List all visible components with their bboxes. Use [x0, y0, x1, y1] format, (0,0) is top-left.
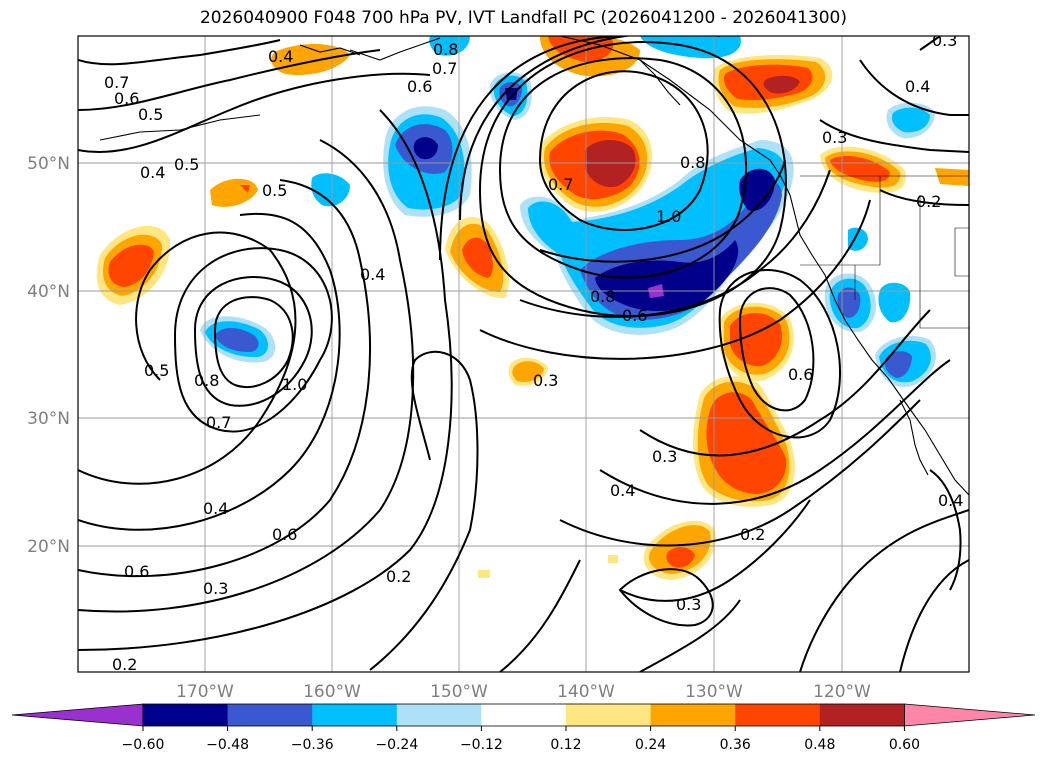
contour-label: 0.2: [916, 192, 941, 211]
colorbar-segment: [312, 704, 398, 726]
colorbar-segment: [227, 704, 313, 726]
contour-label: 0.4: [938, 491, 963, 510]
colorbar-tick-label: −0.24: [375, 737, 418, 753]
colorbar-extend-high: [904, 703, 1036, 727]
colorbar-segment: [396, 704, 482, 726]
contour-label: 0.5: [144, 361, 169, 380]
contour-label: 0.3: [822, 128, 847, 147]
contour-label: 0.3: [932, 31, 957, 50]
lon-axis-labels: 170°W 160°W 150°W 140°W 130°W 120°W: [176, 682, 871, 702]
colorbar-segment: [481, 704, 567, 726]
contour-label: 0.4: [905, 77, 930, 96]
contour-label: 0.4: [140, 163, 165, 182]
colorbar-segment: [735, 704, 821, 726]
plot-title: 2026040900 F048 700 hPa PV, IVT Landfall…: [199, 8, 847, 28]
contour-label: 0.7: [548, 175, 573, 194]
contour-label: 0.4: [203, 499, 228, 518]
contour-label: 0.6: [788, 365, 813, 384]
colorbar-tick-label: −0.12: [460, 737, 503, 753]
lat-axis-labels: 50°N 40°N 30°N 20°N: [27, 154, 70, 557]
colorbar-tick-label: −0.36: [291, 737, 334, 753]
coastlines: [99, 36, 969, 496]
colorbar-tick-label: 0.24: [635, 737, 666, 753]
contour-label: 0.4: [610, 481, 635, 500]
colorbar-segment: [819, 704, 905, 726]
contour-label: 0.5: [262, 181, 287, 200]
pv-contours: [78, 36, 969, 672]
contour-label: 0.5: [138, 105, 163, 124]
contour-label: 0.6: [272, 525, 297, 544]
contour-label: 0.6: [407, 77, 432, 96]
lon-label: 170°W: [176, 682, 234, 702]
contour-label: 1.0: [282, 375, 307, 394]
graticule: [78, 36, 969, 672]
contour-label: 1.0: [656, 207, 681, 226]
colorbar-tick-label: −0.60: [122, 737, 165, 753]
contour-label: 0.3: [676, 595, 701, 614]
lon-label: 140°W: [557, 682, 615, 702]
borders: [800, 175, 969, 329]
contour-label: 0.2: [740, 525, 765, 544]
colorbar-tick-label: 0.60: [889, 737, 920, 753]
lat-label: 20°N: [27, 537, 70, 557]
contour-label: 0.3: [652, 447, 677, 466]
map-frame: [77, 35, 970, 673]
contour-label: 0.3: [533, 371, 558, 390]
contour-label: 0.8: [433, 40, 458, 59]
colorbar-segment: [143, 704, 229, 726]
lon-label: 120°W: [813, 682, 871, 702]
colorbar-segment: [650, 704, 736, 726]
contour-label: 0.6: [114, 89, 139, 108]
colorbar-tick-label: −0.48: [206, 737, 249, 753]
map-panel: 0.4 0.8 0.7 0.6 0.7 0.6 0.5 0.4 0.5 0.5 …: [78, 31, 969, 674]
shaded-anomalies: [96, 36, 969, 580]
colorbar-segment: [566, 704, 652, 726]
colorbar-tick-label: 0.12: [550, 737, 581, 753]
colorbar-ticks: −0.60 −0.48 −0.36 −0.24 −0.12 0.12 0.24 0.36 0.4…: [122, 726, 920, 753]
contour-labels: 0.4 0.8 0.7 0.6 0.7 0.6 0.5 0.4 0.5 0.5 …: [104, 31, 963, 674]
colorbar-extend-low: [11, 703, 144, 727]
contour-label: 0.2: [386, 567, 411, 586]
colorbar: [11, 703, 1036, 727]
contour-label: 0.4: [268, 47, 293, 66]
contour-label: 0.6: [622, 306, 647, 325]
lat-label: 30°N: [27, 409, 70, 429]
contour-label: 0.8: [590, 287, 615, 306]
contour-label: 0.7: [104, 73, 129, 92]
colorbar-tick-label: 0.36: [720, 737, 751, 753]
contour-label: 0.2: [112, 655, 137, 674]
colorbar-tick-label: 0.48: [804, 737, 835, 753]
lat-label: 40°N: [27, 282, 70, 302]
contour-label: 0.7: [206, 413, 231, 432]
contour-label: 0.7: [432, 59, 457, 78]
contour-label: 0.6: [124, 562, 149, 581]
colorbar-frame: [142, 703, 905, 727]
lat-label: 50°N: [27, 154, 70, 174]
contour-label: 0.4: [360, 265, 385, 284]
lon-label: 130°W: [685, 682, 743, 702]
contour-label: 0.8: [680, 153, 705, 172]
lon-label: 150°W: [430, 682, 488, 702]
contour-label: 0.3: [203, 579, 228, 598]
lon-label: 160°W: [303, 682, 361, 702]
contour-label: 0.5: [174, 155, 199, 174]
contour-label: 0.8: [194, 371, 219, 390]
